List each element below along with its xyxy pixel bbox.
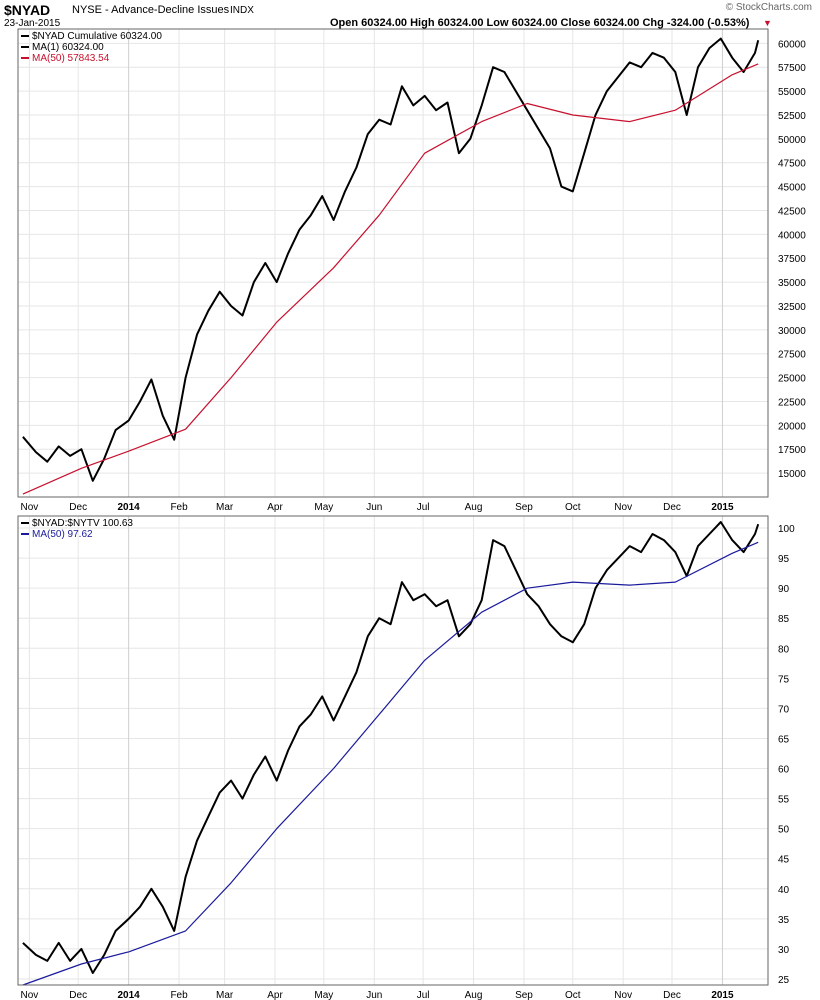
y-tick-label: 52500 (778, 111, 806, 122)
y-tick-label: 45 (778, 855, 790, 866)
x-tick-label: Sep (515, 502, 533, 513)
legend-item: $NYAD:$NYTV 100.63 (32, 518, 133, 529)
y-tick-label: 30 (778, 945, 790, 956)
x-tick-label: Aug (465, 990, 483, 1000)
x-tick-label: Jun (366, 990, 382, 1000)
y-tick-label: 60 (778, 765, 790, 776)
chart-panel-1: 15000 17500 20000 22500 25000 27500 30000 32500… (17, 28, 806, 513)
x-tick-label: Nov (20, 990, 38, 1000)
y-tick-label: 100 (778, 524, 795, 535)
y-tick-label: 80 (778, 644, 790, 655)
x-tick-label: Mar (216, 502, 234, 513)
x-tick-label: Jul (417, 502, 430, 513)
x-tick-label: Oct (565, 990, 581, 1000)
x-tick-label: Nov (614, 990, 632, 1000)
x-tick-label: May (314, 990, 333, 1000)
x-tick-label: Dec (663, 990, 681, 1000)
y-tick-label: 37500 (778, 254, 806, 265)
y-tick-label: 60000 (778, 39, 806, 50)
legend-item: MA(50) 57843.54 (32, 53, 110, 64)
x-tick-label: Nov (614, 502, 632, 513)
panel-border (17, 28, 769, 498)
y-tick-label: 90 (778, 584, 790, 595)
x-tick-label: Apr (267, 502, 283, 513)
x-tick-label: May (314, 502, 333, 513)
y-tick-label: 25 (778, 975, 790, 986)
symbol-title: $NYAD (4, 2, 51, 18)
x-tick-label: Jul (417, 990, 430, 1000)
series-line-2 (22, 541, 759, 986)
y-tick-label: 45000 (778, 183, 806, 194)
series-line-1 (22, 521, 760, 974)
x-tick-label: Sep (515, 990, 533, 1000)
x-tick-label: Mar (216, 990, 234, 1000)
x-tick-label: Nov (20, 502, 38, 513)
y-tick-label: 30000 (778, 326, 806, 337)
series-line-1 (22, 37, 760, 482)
y-tick-label: 17500 (778, 445, 806, 456)
chart-panel-2: 25 30 35 40 45 50 55 60 65 70 75 80 85 90 95 100 Nov Dec 2… (17, 515, 795, 1000)
y-tick-label: 35 (778, 915, 790, 926)
x-tick-label: Dec (69, 502, 87, 513)
ohlc-summary: Open 60324.00 High 60324.00 Low 60324.00… (330, 17, 750, 29)
legend-item: $NYAD Cumulative 60324.00 (32, 31, 162, 42)
y-tick-label: 35000 (778, 278, 806, 289)
x-tick-label: Oct (565, 502, 581, 513)
x-tick-label: 2014 (118, 502, 141, 513)
y-tick-label: 55000 (778, 87, 806, 98)
y-tick-label: 55 (778, 795, 790, 806)
y-tick-label: 40000 (778, 230, 806, 241)
y-tick-label: 27500 (778, 350, 806, 361)
y-tick-label: 50000 (778, 135, 806, 146)
exchange-label: INDX (230, 5, 254, 16)
x-tick-label: 2015 (711, 990, 734, 1000)
x-tick-label: Apr (267, 990, 283, 1000)
y-tick-label: 85 (778, 614, 790, 625)
y-tick-label: 95 (778, 554, 790, 565)
watermark: © StockCharts.com (725, 2, 812, 13)
x-tick-label: 2015 (711, 502, 734, 513)
panel-border (17, 515, 769, 986)
legend-item: MA(50) 97.62 (32, 529, 93, 540)
x-tick-label: Feb (170, 502, 188, 513)
x-tick-label: Aug (465, 502, 483, 513)
symbol-description: NYSE - Advance-Decline Issues (72, 4, 230, 16)
y-tick-label: 70 (778, 704, 790, 715)
x-tick-label: Feb (170, 990, 188, 1000)
legend-item: MA(1) 60324.00 (32, 42, 104, 53)
down-arrow-icon: ▼ (763, 18, 772, 28)
x-tick-label: Dec (69, 990, 87, 1000)
y-tick-label: 50 (778, 825, 790, 836)
y-tick-label: 15000 (778, 469, 806, 480)
y-tick-label: 42500 (778, 206, 806, 217)
y-tick-label: 40 (778, 885, 790, 896)
y-tick-label: 25000 (778, 374, 806, 385)
y-tick-label: 57500 (778, 63, 806, 74)
y-tick-label: 32500 (778, 302, 806, 313)
y-tick-label: 47500 (778, 159, 806, 170)
chart-date: 23-Jan-2015 (4, 18, 61, 29)
y-tick-label: 75 (778, 674, 790, 685)
x-tick-label: 2014 (118, 990, 141, 1000)
y-tick-label: 65 (778, 734, 790, 745)
x-tick-label: Dec (663, 502, 681, 513)
y-tick-label: 20000 (778, 421, 806, 432)
x-tick-label: Jun (366, 502, 382, 513)
series-line-2 (22, 63, 759, 495)
y-tick-label: 22500 (778, 397, 806, 408)
